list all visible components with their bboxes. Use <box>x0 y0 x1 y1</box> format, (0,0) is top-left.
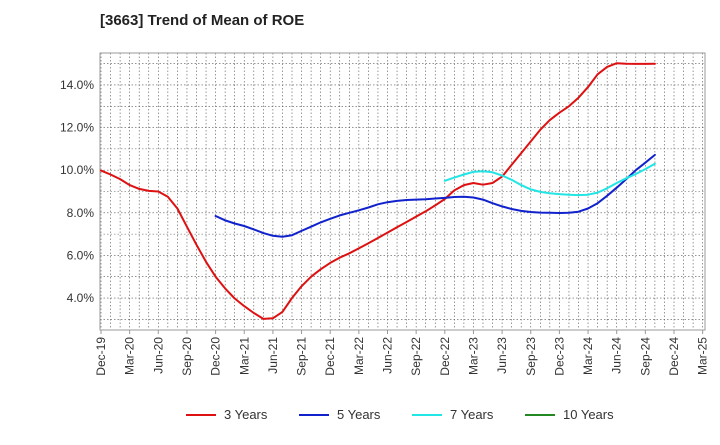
series-line-3-years <box>100 62 656 320</box>
plot-area <box>99 52 706 331</box>
x-tick-label: Dec-19 <box>94 337 108 376</box>
x-axis: Dec-19 Mar-20 Jun-20 Sep-20 Dec-20 Mar-21 Jun-… <box>94 330 710 376</box>
x-tick-label: Sep-21 <box>295 337 309 376</box>
series-line-7-years <box>443 162 656 197</box>
series-line-5-years <box>214 153 656 238</box>
x-tick-label: Jun-20 <box>151 337 165 374</box>
x-tick-label: Sep-23 <box>524 337 538 376</box>
series-lines <box>100 62 656 320</box>
x-tick-label: Mar-22 <box>352 337 366 375</box>
x-tick-label: Jun-21 <box>266 337 280 374</box>
x-tick-label: Mar-24 <box>581 337 595 375</box>
legend: 3 Years 5 Years 7 Years 10 Years <box>186 407 614 422</box>
x-tick-label: Sep-22 <box>409 337 423 376</box>
x-tick-label: Sep-20 <box>180 337 194 376</box>
x-tick-label: Jun-22 <box>381 337 395 374</box>
legend-label: 3 Years <box>224 407 268 422</box>
chart-title: [3663] Trend of Mean of ROE <box>100 12 305 29</box>
x-tick-label: Mar-21 <box>237 337 251 375</box>
y-tick-label: 12.0% <box>60 121 94 135</box>
y-tick-label: 6.0% <box>67 248 95 262</box>
x-tick-label: Dec-20 <box>209 337 223 376</box>
x-tick-label: Dec-24 <box>667 337 681 376</box>
legend-label: 7 Years <box>450 407 494 422</box>
x-tick-label: Dec-21 <box>323 337 337 376</box>
x-tick-label: Dec-22 <box>438 337 452 376</box>
x-tick-label: Sep-24 <box>638 337 652 376</box>
x-tick-label: Mar-20 <box>123 337 137 375</box>
y-tick-label: 10.0% <box>60 163 94 177</box>
x-tick-label: Dec-23 <box>552 337 566 376</box>
legend-label: 5 Years <box>337 407 381 422</box>
x-tick-label: Mar-23 <box>466 337 480 375</box>
y-tick-label: 14.0% <box>60 78 94 92</box>
x-tick-label: Jun-23 <box>495 337 509 374</box>
grid-lines <box>100 53 705 330</box>
y-tick-label: 8.0% <box>67 206 95 220</box>
legend-label: 10 Years <box>563 407 614 422</box>
x-tick-label: Mar-25 <box>696 337 710 375</box>
x-tick-label: Jun-24 <box>610 337 624 374</box>
y-axis: 4.0% 6.0% 8.0% 10.0% 12.0% 14.0% <box>60 78 94 305</box>
y-tick-label: 4.0% <box>67 291 95 305</box>
